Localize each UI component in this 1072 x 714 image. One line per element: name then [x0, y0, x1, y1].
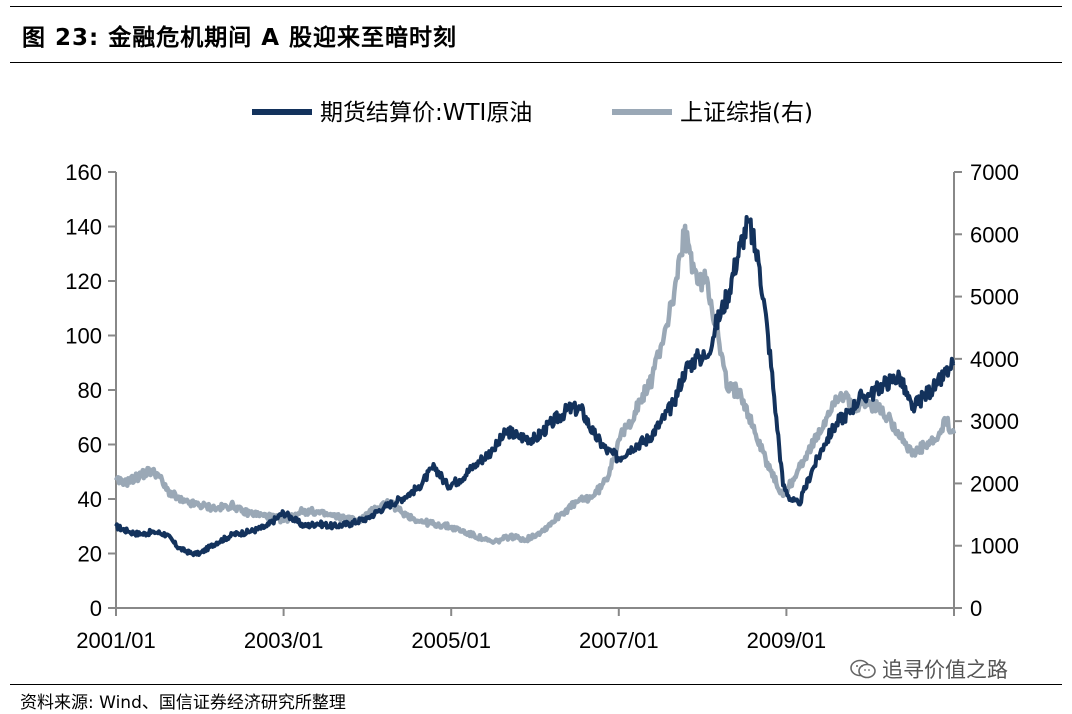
y-left-tick-label: 60 [78, 433, 102, 458]
watermark: 追寻价值之路 [850, 654, 1008, 684]
y-left-tick-label: 80 [78, 378, 102, 403]
watermark-text: 追寻价值之路 [882, 658, 1008, 682]
x-tick-label: 2005/01 [411, 628, 491, 653]
y-right-tick-label: 7000 [970, 160, 1019, 185]
axes: 0 20 40 60 80 100 120 140 160 0 1000 2000 3000 4000 50… [65, 160, 1019, 653]
series-line-shanghai [113, 223, 957, 545]
series-line-wti [114, 215, 956, 558]
y-right-tick-label: 1000 [970, 534, 1019, 559]
y-left-tick-label: 40 [78, 487, 102, 512]
source-rule [10, 684, 1062, 685]
x-tick-label: 2003/01 [244, 628, 324, 653]
y-left-tick-label: 160 [65, 160, 102, 185]
x-tick-label: 2001/01 [76, 628, 156, 653]
title-top-rule [10, 6, 1062, 7]
x-tick-label: 2009/01 [747, 628, 827, 653]
y-right-tick-label: 5000 [970, 285, 1019, 310]
y-right-tick-label: 0 [970, 596, 982, 621]
x-tick-label: 2007/01 [579, 628, 659, 653]
title-bar: 图 23: 金融危机期间 A 股迎来至暗时刻 [0, 0, 1072, 64]
figure-title: 图 23: 金融危机期间 A 股迎来至暗时刻 [22, 25, 458, 51]
legend-label-shanghai: 上证综指(右) [680, 100, 813, 126]
y-right-tick-label: 4000 [970, 347, 1019, 372]
y-left-tick-label: 100 [65, 324, 102, 349]
legend: 期货结算价:WTI原油 上证综指(右) [252, 100, 813, 126]
y-right-tick-label: 2000 [970, 471, 1019, 496]
title-bottom-rule [10, 62, 1062, 63]
y-left-tick-label: 20 [78, 542, 102, 567]
wechat-icon [850, 659, 876, 679]
source-note: 资料来源: Wind、国信证券经济研究所整理 [20, 693, 346, 713]
legend-label-wti: 期货结算价:WTI原油 [320, 100, 532, 126]
y-left-tick-label: 120 [65, 269, 102, 294]
series-layer [113, 215, 957, 558]
y-left-tick-label: 140 [65, 215, 102, 240]
y-right-tick-label: 6000 [970, 222, 1019, 247]
y-right-tick-label: 3000 [970, 409, 1019, 434]
chart: 期货结算价:WTI原油 上证综指(右) 0 20 40 60 80 100 120 140 16… [65, 100, 1019, 653]
y-left-tick-label: 0 [90, 596, 102, 621]
